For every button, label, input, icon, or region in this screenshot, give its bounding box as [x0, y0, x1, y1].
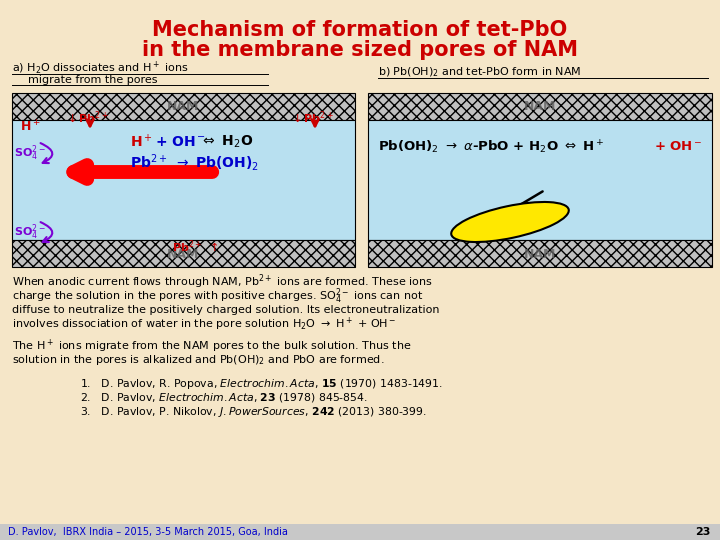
Text: $\downarrow$Pb$^{2+}$: $\downarrow$Pb$^{2+}$ [290, 109, 334, 125]
Text: in the membrane sized pores of NAM: in the membrane sized pores of NAM [142, 40, 578, 60]
Text: NAM: NAM [524, 247, 556, 260]
Text: charge the solution in the pores with positive charges. SO$_4^{2-}$ ions can not: charge the solution in the pores with po… [12, 286, 423, 306]
Bar [12, 93, 355, 120]
Text: 3.   D. Pavlov, P. Nikolov, $\mathit{J. Power Sources}$, $\mathbf{242}$ (2013) 3: 3. D. Pavlov, P. Nikolov, $\mathit{J. Po… [80, 405, 427, 419]
Text: H$^+$: H$^+$ [130, 133, 153, 151]
Text: + OH$^-$: + OH$^-$ [654, 140, 703, 153]
Text: migrate from the pores: migrate from the pores [28, 75, 158, 85]
Bar [368, 93, 712, 120]
Text: $\Leftrightarrow$ H$_2$O: $\Leftrightarrow$ H$_2$O [200, 134, 253, 150]
Ellipse shape [451, 202, 569, 242]
Text: $\downarrow$Pb$^{2+}$: $\downarrow$Pb$^{2+}$ [65, 109, 109, 125]
Text: H$^+$: H$^+$ [20, 119, 40, 134]
Bar [12, 120, 355, 240]
Bar [0, 524, 720, 540]
Text: The H$^+$ ions migrate from the NAM pores to the bulk solution. Thus the: The H$^+$ ions migrate from the NAM pore… [12, 338, 411, 355]
Text: a) H$_2$O dissociates and H$^+$ ions: a) H$_2$O dissociates and H$^+$ ions [12, 59, 189, 77]
Bar [368, 240, 712, 267]
Text: SO$_4^{2-}$: SO$_4^{2-}$ [14, 143, 45, 163]
Text: NAM: NAM [167, 247, 199, 260]
Text: Mechanism of formation of tet-PbO: Mechanism of formation of tet-PbO [153, 20, 567, 40]
Text: b) Pb(OH)$_2$ and tet-PbO form in NAM: b) Pb(OH)$_2$ and tet-PbO form in NAM [378, 65, 581, 79]
Text: 2.   D. Pavlov, $\mathit{Electrochim. Acta}$, $\mathbf{23}$ (1978) 845-854.: 2. D. Pavlov, $\mathit{Electrochim. Acta… [80, 392, 368, 404]
Text: 1.   D. Pavlov, R. Popova, $\mathit{Electrochim. Acta}$, $\mathbf{15}$ (1970) 14: 1. D. Pavlov, R. Popova, $\mathit{Electr… [80, 377, 443, 391]
Text: Pb$^{2+}$ $\uparrow$: Pb$^{2+}$ $\uparrow$ [172, 239, 218, 255]
Bar [12, 240, 355, 267]
Text: involves dissociation of water in the pore solution H$_2$O $\rightarrow$ H$^+$ +: involves dissociation of water in the po… [12, 315, 397, 333]
Text: NAM: NAM [524, 100, 556, 113]
Text: When anodic current flows through NAM, Pb$^{2+}$ ions are formed. These ions: When anodic current flows through NAM, P… [12, 273, 433, 291]
Text: SO$_4^{2-}$: SO$_4^{2-}$ [14, 222, 45, 242]
Text: + OH$^-$: + OH$^-$ [155, 135, 206, 149]
Text: D. Pavlov,  IBRX India – 2015, 3-5 March 2015, Goa, India: D. Pavlov, IBRX India – 2015, 3-5 March … [8, 527, 288, 537]
Text: solution in the pores is alkalized and Pb(OH)$_2$ and PbO are formed.: solution in the pores is alkalized and P… [12, 353, 384, 367]
Text: NAM: NAM [167, 100, 199, 113]
Text: 23: 23 [695, 527, 710, 537]
Text: diffuse to neutralize the positively charged solution. Its electroneutralization: diffuse to neutralize the positively cha… [12, 305, 439, 315]
Bar [368, 120, 712, 240]
Text: Pb(OH)$_2$ $\rightarrow$ $\alpha$-PbO + H$_2$O $\Leftrightarrow$ H$^+$: Pb(OH)$_2$ $\rightarrow$ $\alpha$-PbO + … [378, 138, 605, 156]
Text: Pb$^{2+}$ $\rightarrow$ Pb(OH)$_2$: Pb$^{2+}$ $\rightarrow$ Pb(OH)$_2$ [130, 152, 259, 172]
